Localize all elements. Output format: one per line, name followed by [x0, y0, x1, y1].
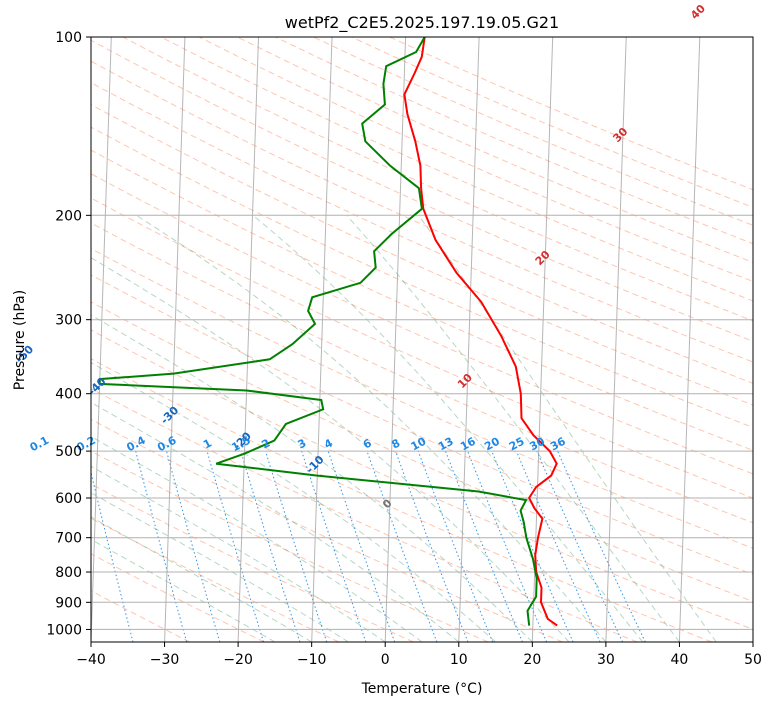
dry-adiabat-line: [91, 358, 712, 642]
dry-adiabat-line: [91, 387, 638, 642]
mixing-ratio-line: [366, 450, 438, 642]
y-tick-label: 600: [55, 491, 82, 507]
moist-adiabat-line: [418, 215, 717, 642]
moist-adiabat-line: [135, 214, 607, 642]
mixing-ratio-line: [135, 450, 188, 642]
axes: −40 −30 −20 −10 0 10 20 30 40 50 1000 900 800 700 600 5…: [46, 30, 762, 668]
x-tick-label: 50: [744, 652, 762, 668]
dry-adiabat-line: [91, 60, 753, 363]
isotherm-line: [164, 37, 186, 642]
isotherm-line: [531, 37, 554, 642]
mixing-ratio-label: 20: [482, 435, 502, 454]
background-lines: [91, 37, 753, 642]
isotherm-line: [384, 37, 407, 642]
mixing-ratio-label: 16: [458, 435, 478, 454]
x-tick-label: −10: [297, 652, 327, 668]
dry-adiabat-line: [91, 590, 190, 642]
plot-frame: [90, 36, 754, 643]
x-tick-label: 30: [597, 652, 615, 668]
dry-adiabat-line: [91, 418, 563, 642]
isotherm-line: [237, 37, 259, 642]
dry-adiabat-line: [91, 450, 489, 642]
profile-lines: [98, 37, 558, 627]
mixing-ratio-line: [445, 450, 523, 642]
x-tick-label: 20: [523, 652, 541, 668]
mixing-ratio-label: 13: [436, 435, 456, 454]
isotherm-line: [678, 37, 701, 642]
mixing-ratio-line: [467, 450, 548, 642]
dry-adiabat-line: [91, 149, 753, 451]
y-tick-label: 400: [55, 387, 82, 403]
mixing-ratio-line: [301, 450, 367, 642]
dry-adiabat-line: [91, 126, 753, 429]
mixing-ratio-line: [166, 450, 221, 642]
y-tick-label: 800: [55, 565, 82, 581]
isotherm-line: [91, 37, 112, 642]
mixing-ratio-line: [206, 450, 264, 642]
y-tick-label: 900: [55, 595, 82, 611]
isotherm-line: [311, 37, 333, 642]
x-axis-label: Temperature (°C): [361, 681, 483, 697]
dry-adiabat-line: [160, 37, 753, 302]
x-tick-label: −40: [76, 652, 106, 668]
chart-title: wetPf2_C2E5.2025.197.19.05.G21: [285, 13, 559, 33]
isotherm-line: [605, 37, 627, 642]
y-tick-label: 500: [55, 444, 82, 460]
moist-adiabat-line: [91, 538, 276, 642]
x-tick-label: −30: [150, 652, 180, 668]
moist-adiabat-line: [91, 314, 533, 642]
dry-adiabat-line: [122, 37, 753, 322]
dry-adiabat-line: [91, 197, 753, 499]
y-tick-label: 200: [55, 208, 82, 224]
x-tick-label: 40: [671, 652, 689, 668]
mixing-ratio-line: [395, 450, 469, 642]
mixing-ratio-line: [515, 450, 601, 642]
x-tick-label: 10: [450, 652, 468, 668]
dry-adiabat-line: [91, 222, 753, 524]
mixing-ratio-line: [265, 450, 328, 642]
dry-adiabat-line: [91, 247, 753, 549]
y-tick-label: 300: [55, 313, 82, 329]
temperature-line: [403, 37, 558, 627]
mixing-ratio-label: 10: [409, 435, 429, 454]
x-tick-label: 0: [381, 652, 390, 668]
y-tick-label: 700: [55, 531, 82, 547]
mixing-ratio-line: [240, 450, 301, 642]
moist-adiabat-line: [91, 492, 349, 642]
y-axis-label: Pressure (hPa): [12, 290, 28, 390]
y-tick-label: 1000: [46, 622, 82, 638]
dewpoint-line: [98, 37, 538, 626]
mixing-ratio-line: [491, 450, 574, 642]
moist-adiabat-line: [91, 516, 312, 642]
moist-adiabat-line: [346, 214, 680, 642]
dry-adiabat-line: [91, 553, 265, 642]
moist-adiabat-line: [91, 361, 496, 642]
mixing-ratio-label: 25: [507, 435, 527, 454]
isotherm-line: [458, 37, 480, 642]
mixing-ratio-label: 30: [527, 435, 547, 454]
x-tick-label: −20: [223, 652, 253, 668]
y-tick-label: 100: [55, 30, 82, 46]
mixing-ratio-label: 36: [548, 435, 568, 454]
moist-adiabat-line: [91, 401, 460, 642]
moist-adiabat-line: [91, 435, 423, 642]
dry-adiabat-line: [91, 82, 753, 384]
